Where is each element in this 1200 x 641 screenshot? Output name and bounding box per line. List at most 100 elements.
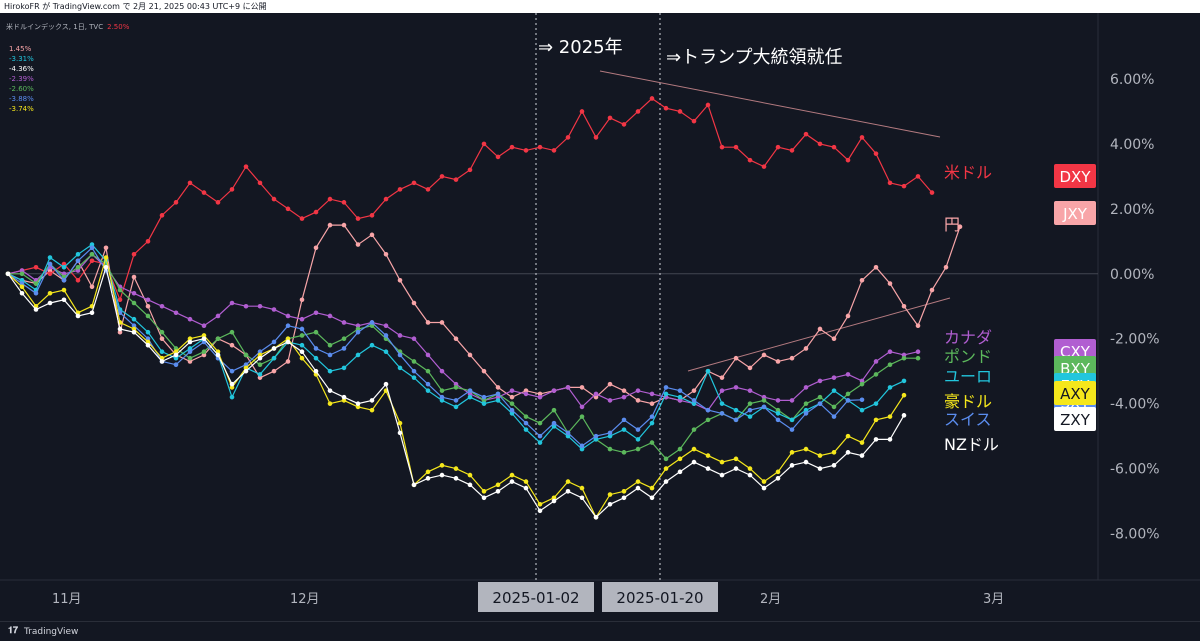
y-tick-label: -4.00% [1110,397,1160,413]
data-point [565,433,571,439]
series-line [7,243,905,450]
data-point [33,290,39,296]
data-point [159,359,165,364]
data-point [887,349,893,355]
y-tick-label: -2.00% [1110,332,1160,348]
data-point [117,329,123,335]
data-point [579,446,585,452]
series-name-sxy: スイス [944,410,992,429]
data-point [607,501,613,507]
data-point [523,427,529,432]
data-point [201,352,207,358]
currency-index-chart[interactable]: 6.00% 4.00% 2.00% 0.00% -2.00% -4.00% -6.00% -8… [0,13,1200,621]
data-point [173,352,179,358]
data-point [789,450,795,455]
data-point [551,420,557,426]
data-point [677,109,683,114]
data-point [635,388,641,393]
data-point [523,148,529,153]
data-point [341,394,347,400]
data-point [467,391,473,397]
data-point [495,391,501,397]
legend-pct-6: -3.74% [9,105,34,113]
data-point [747,401,753,406]
data-point [33,307,39,312]
data-point [341,398,347,403]
data-point [257,349,263,355]
data-point [607,398,613,403]
data-point [355,216,361,221]
data-point [509,394,515,400]
data-point [509,407,515,413]
data-point [229,368,235,374]
data-point [635,427,641,432]
data-point [495,482,501,488]
data-point [215,313,221,319]
data-point [397,420,403,426]
data-point [733,355,739,361]
data-point [439,368,445,374]
data-point [89,310,95,316]
data-point [257,362,263,367]
data-point [719,401,725,406]
data-point [761,404,767,410]
data-point [481,401,487,406]
data-point [383,323,389,329]
data-point [817,378,823,384]
data-point [635,479,641,484]
data-point [327,196,333,202]
data-point [509,411,515,416]
data-point [341,336,347,342]
data-point [201,333,207,338]
data-point [215,200,221,205]
data-point [691,388,697,393]
data-point [313,209,319,215]
tradingview-logo-icon[interactable]: 𝟏𝟕 [8,626,19,636]
data-point [537,394,543,400]
data-point [61,297,67,303]
data-point [285,336,291,342]
data-point [425,388,431,393]
data-point [565,385,571,390]
data-point [649,420,655,426]
data-point [19,290,25,296]
data-point [61,287,67,293]
symbol-label: 米ドルインデックス, 1日, TVC [6,23,104,31]
data-point [593,394,599,400]
data-point [159,213,165,218]
data-point [747,407,753,413]
data-point [355,242,361,247]
data-point [19,284,25,290]
data-point [663,466,669,471]
data-point [467,472,473,478]
data-point [341,200,347,205]
data-point [775,398,781,403]
data-point [341,222,347,228]
data-point [817,326,823,332]
data-point [817,466,823,471]
data-point [677,469,683,475]
data-point [453,398,459,403]
data-point [803,407,809,413]
data-point [845,433,851,439]
data-point [845,372,851,377]
series-badge-dxy [1054,164,1096,188]
data-point [887,180,893,186]
data-point [453,177,459,182]
data-point [173,310,179,316]
data-point [523,420,529,426]
data-point [509,388,515,393]
data-point [285,339,291,345]
data-point [649,414,655,419]
data-point [439,472,445,478]
data-point [467,482,473,488]
data-point [313,355,319,361]
data-point [439,388,445,393]
data-point [397,352,403,358]
data-point [299,316,305,322]
data-point [271,307,277,312]
data-point [187,180,193,186]
series-name-jxy: 円 [944,215,960,234]
x-tick-label: 2月 [760,592,781,607]
data-point [355,404,361,410]
